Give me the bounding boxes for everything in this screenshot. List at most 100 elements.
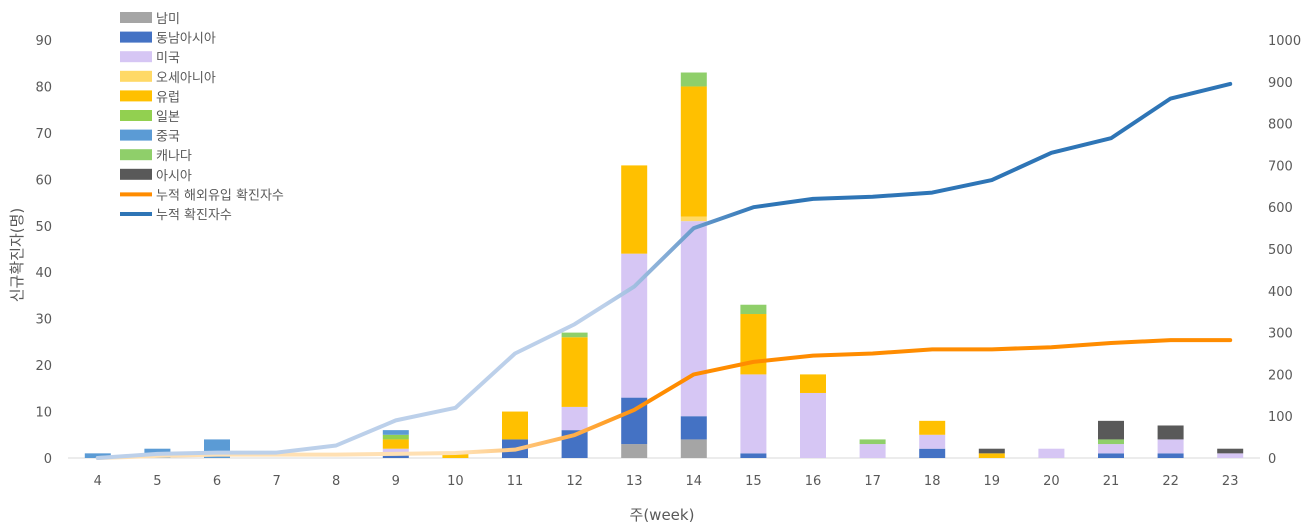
x-tick-label: 13 <box>626 474 643 489</box>
bar-segment <box>919 420 946 435</box>
y-tick-label-right: 0 <box>1268 452 1276 467</box>
y-tick-label-left: 90 <box>35 34 52 49</box>
bar-segment <box>1098 420 1124 440</box>
x-tick-label: 11 <box>507 474 524 489</box>
legend-label: 아시아 <box>156 169 192 184</box>
bar-segment <box>740 374 767 454</box>
x-tick-label: 23 <box>1222 474 1239 489</box>
x-tick-label: 21 <box>1103 474 1120 489</box>
bar-segment <box>621 444 648 458</box>
bar-segment <box>978 453 1005 458</box>
bar-segment <box>561 337 588 407</box>
y-tick-label-left: 40 <box>35 266 52 281</box>
x-tick-label: 7 <box>272 474 280 489</box>
x-tick-label: 9 <box>392 474 400 489</box>
y-axis-label: 신규확진자(명) <box>8 208 26 303</box>
legend-label: 일본 <box>156 110 180 125</box>
bar-segment <box>680 416 707 440</box>
bar-segment <box>1157 425 1184 440</box>
x-tick-label: 22 <box>1162 474 1179 489</box>
y-tick-label-right: 100 <box>1268 410 1293 425</box>
y-tick-label-right: 700 <box>1268 159 1293 174</box>
bar-segment <box>680 72 707 87</box>
series-line-cumulative-total <box>95 81 1233 460</box>
bar-segment <box>978 448 1005 454</box>
x-tick-label: 8 <box>332 474 340 489</box>
bar-segment <box>1098 444 1124 454</box>
bar-segment <box>442 453 469 458</box>
y-tick-label-right: 500 <box>1268 243 1293 258</box>
y-tick-label-left: 80 <box>35 80 52 95</box>
legend-swatch <box>120 168 152 180</box>
bar-segment <box>740 453 767 458</box>
bar-segment <box>1157 439 1184 454</box>
y-tick-label-right: 1000 <box>1268 34 1301 49</box>
bar-segment <box>561 406 588 431</box>
x-tick-label: 19 <box>984 474 1001 489</box>
legend-swatch <box>120 129 152 141</box>
legend-label: 누적 해외유입 확진자수 <box>156 188 284 203</box>
legend-swatch <box>120 70 152 82</box>
bar-segment <box>1217 448 1244 454</box>
bar-segment <box>859 444 886 458</box>
lines <box>95 81 1233 460</box>
bar-segment <box>84 453 111 458</box>
bar-segment <box>382 439 409 449</box>
y-tick-label-left: 60 <box>35 173 52 188</box>
legend-label: 누적 확진자수 <box>156 208 232 223</box>
bar-segment <box>859 439 886 445</box>
bar-segment <box>382 434 409 440</box>
bar-segment <box>1157 453 1184 458</box>
x-tick-label: 10 <box>447 474 464 489</box>
legend-label: 남미 <box>156 12 180 27</box>
legend-swatch <box>120 110 152 121</box>
y-axis-left: 0 10 20 30 40 50 60 70 80 90 <box>35 34 52 467</box>
legend-label: 오세아니아 <box>156 71 216 86</box>
bar-segment <box>680 86 707 217</box>
legend-label: 캐나다 <box>156 149 192 164</box>
x-tick-label: 16 <box>805 474 822 489</box>
bar-segment <box>919 434 946 449</box>
bar-segment <box>680 216 707 222</box>
x-tick-label: 6 <box>213 474 221 489</box>
bar-segment <box>680 439 707 458</box>
legend-swatch <box>120 90 152 102</box>
x-tick-label: 20 <box>1043 474 1060 489</box>
y-tick-label-right: 800 <box>1268 118 1293 133</box>
y-tick-label-left: 70 <box>35 127 52 142</box>
bar-segment <box>919 448 946 458</box>
bar-segment <box>621 165 648 254</box>
bar-segment <box>680 221 707 417</box>
y-tick-label-left: 30 <box>35 313 52 328</box>
bar-segment <box>382 448 409 454</box>
bar-segment <box>1098 453 1124 458</box>
series-line-cumulative-foreign <box>95 338 1233 460</box>
y-axis-right: 0 100 200 300 400 500 600 700 800 900 1000 <box>1268 34 1301 467</box>
y-tick-label-left: 10 <box>35 406 52 421</box>
legend-swatch <box>120 31 152 43</box>
bar-segment <box>740 304 767 315</box>
x-tick-label: 18 <box>924 474 941 489</box>
bar-segment <box>1038 448 1065 458</box>
legend-label: 유럽 <box>156 90 180 105</box>
bar-segment <box>502 411 528 440</box>
bar-segment <box>800 374 826 393</box>
x-axis-label: 주(week) <box>630 506 695 524</box>
y-tick-label-right: 900 <box>1268 76 1293 91</box>
x-tick-label: 15 <box>745 474 762 489</box>
legend-swatch <box>120 12 152 23</box>
x-tick-label: 14 <box>686 474 703 489</box>
legend-swatch <box>120 51 152 63</box>
y-tick-label-left: 50 <box>35 220 52 235</box>
legend-label: 미국 <box>156 51 180 66</box>
bar-segment <box>561 332 588 338</box>
y-tick-label-right: 300 <box>1268 327 1293 342</box>
bar-segment <box>800 392 826 458</box>
legend-label: 동남아시아 <box>156 32 216 47</box>
bar-segment <box>1217 453 1244 458</box>
legend-label: 중국 <box>156 130 180 145</box>
bar-segment <box>1098 439 1124 445</box>
x-tick-label: 17 <box>864 474 881 489</box>
